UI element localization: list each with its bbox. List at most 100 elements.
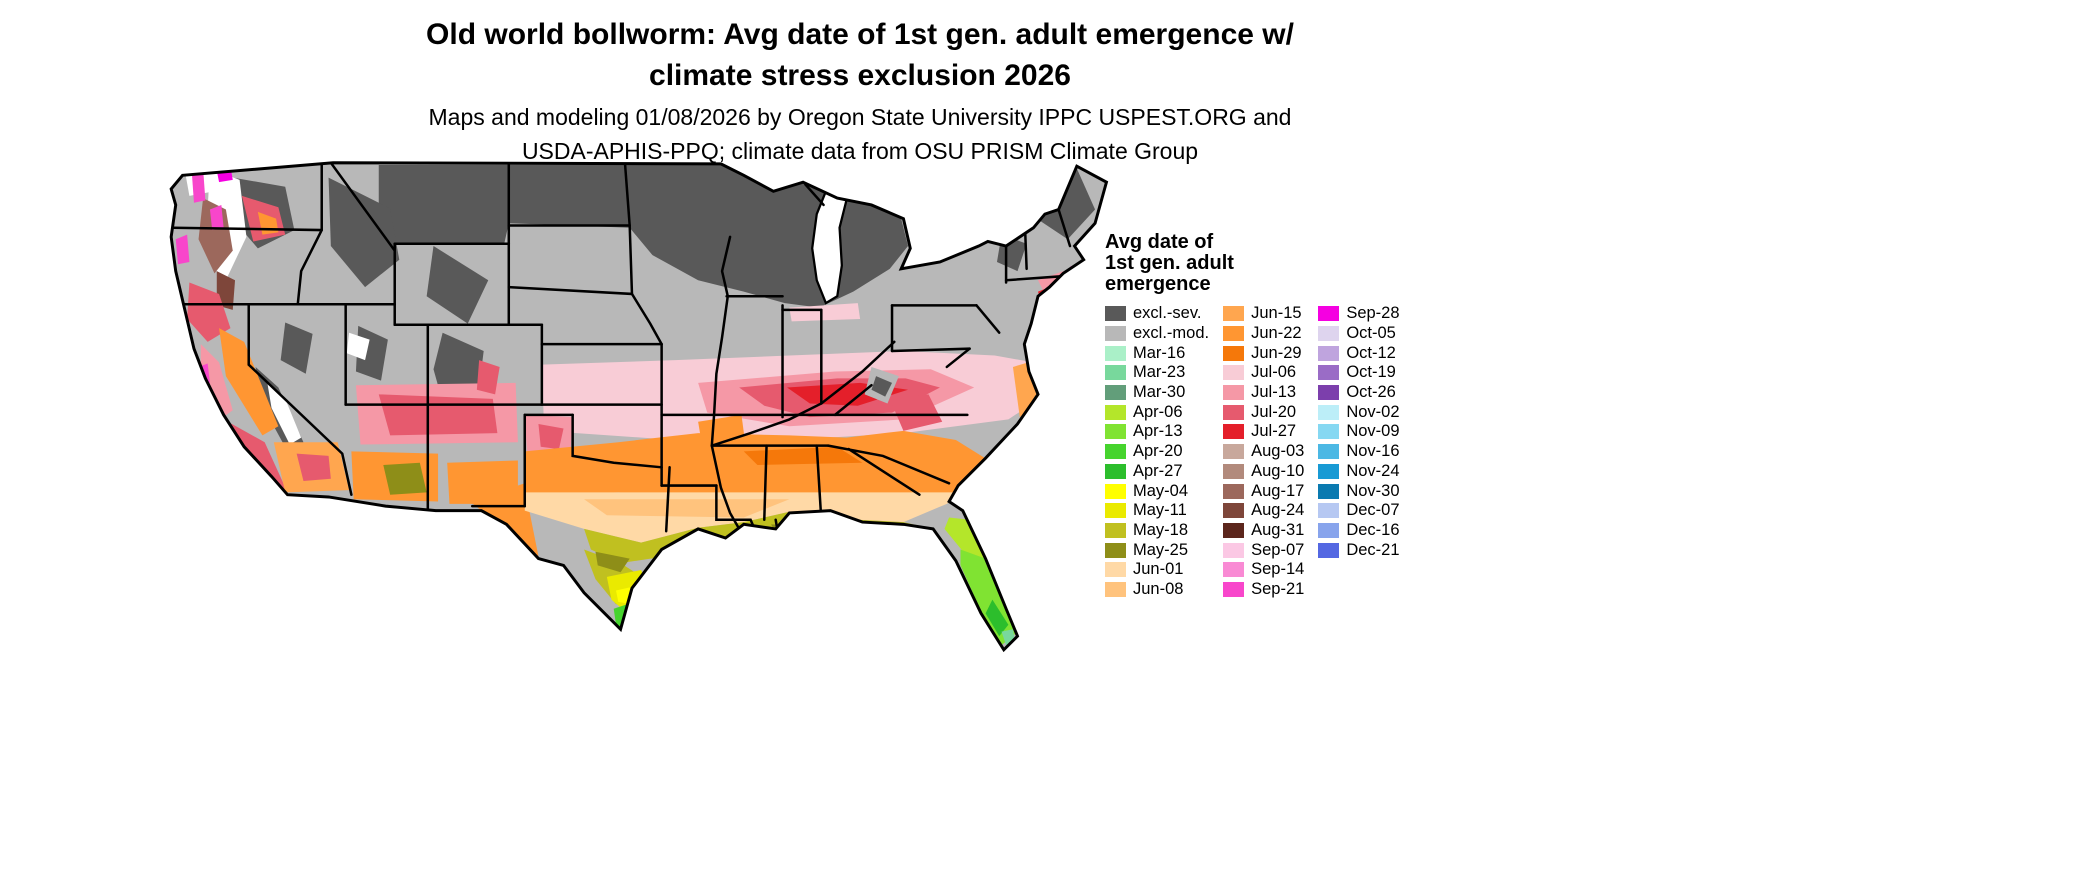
- legend-swatch: [1105, 444, 1126, 460]
- legend-swatch: [1223, 385, 1245, 401]
- legend-entry-label: Oct-26: [1346, 383, 1396, 402]
- legend-entry-label: Apr-27: [1133, 461, 1183, 480]
- legend-swatch: [1223, 424, 1245, 440]
- state-borders: [171, 162, 1072, 538]
- lake-michigan: [811, 189, 848, 305]
- legend-entry-label: Jul-13: [1251, 383, 1297, 402]
- legend-entry-label: Aug-03: [1251, 442, 1305, 461]
- legend-entry: Jun-08: [1105, 580, 1209, 600]
- state-border: [172, 226, 323, 232]
- state-border: [975, 304, 1001, 334]
- legend-title: Avg date of 1st gen. adult emergence: [1105, 232, 1525, 295]
- legend-entry-label: Sep-07: [1251, 540, 1305, 559]
- legend-entry-label: May-25: [1133, 540, 1189, 559]
- legend-entry-label: Oct-12: [1346, 343, 1396, 362]
- map-subtitle-line1: Maps and modeling 01/08/2026 by Oregon S…: [428, 104, 1292, 130]
- legend-swatch: [1105, 326, 1126, 342]
- map-region-norcal-july: [187, 282, 231, 342]
- legend-entry: Apr-13: [1105, 422, 1209, 442]
- legend-entry: Dec-21: [1318, 540, 1400, 560]
- map-region-oregon-late-august: [216, 271, 236, 310]
- state-border: [507, 285, 634, 296]
- legend-columns: excl.-sev. excl.-mod. Mar-16 Mar-23 Mar-30 Ap…: [1105, 304, 1525, 599]
- legend-entry-label: Aug-31: [1251, 520, 1305, 539]
- legend-entry-label: Dec-21: [1346, 540, 1400, 559]
- legend-entry: Mar-30: [1105, 383, 1209, 403]
- map-region-nevada-excluded: [280, 322, 313, 374]
- map-subtitle-line2: USDA-APHIS-PPQ; climate data from OSU PR…: [521, 138, 1199, 164]
- legend-column-3: Sep-28 Oct-05 Oct-12 Oct-19 Oct-26 Nov-02 Nov-…: [1318, 304, 1400, 560]
- legend-entry: Nov-24: [1318, 462, 1400, 482]
- legend-entry-label: Aug-10: [1251, 461, 1305, 480]
- legend-entry: May-11: [1105, 501, 1209, 521]
- legend-entry-label: Jul-20: [1251, 402, 1297, 421]
- state-border: [815, 444, 823, 522]
- legend-entry: Apr-27: [1105, 462, 1209, 482]
- legend-entry: May-18: [1105, 521, 1209, 541]
- legend-entry: Jul-27: [1223, 422, 1304, 442]
- legend-swatch: [1318, 326, 1340, 342]
- legend-entry-label: Apr-06: [1133, 402, 1183, 421]
- legend-swatch: [1105, 404, 1126, 420]
- legend-swatch: [1318, 365, 1340, 381]
- legend-entry: Aug-17: [1223, 481, 1304, 501]
- legend-entry-label: Aug-17: [1251, 481, 1305, 500]
- legend-swatch: [1318, 385, 1340, 401]
- legend-swatch: [1223, 326, 1245, 342]
- map-region-wyoming-excluded: [426, 246, 489, 324]
- legend-swatch: [1318, 424, 1340, 440]
- map-region-idaho-excluded: [328, 177, 400, 288]
- state-border: [890, 347, 971, 353]
- legend-entry: Jul-06: [1223, 363, 1304, 383]
- legend-swatch: [1318, 306, 1340, 322]
- legend-swatch: [1105, 345, 1126, 361]
- us-map-container: [105, 100, 1200, 716]
- legend-swatch: [1105, 522, 1126, 538]
- legend-swatch: [1223, 503, 1245, 519]
- legend-swatch: [1223, 542, 1245, 558]
- map-region-gulf-dark-olive: [771, 524, 835, 536]
- map-region-south-texas-dark-olive: [595, 551, 630, 573]
- legend-entry-label: May-04: [1133, 481, 1189, 500]
- legend-swatch: [1105, 365, 1126, 381]
- legend-entry: Dec-07: [1318, 501, 1400, 521]
- map-region-sanjuan-magenta: [216, 166, 233, 183]
- legend-entry: Sep-21: [1223, 580, 1304, 600]
- map-region-oregon-coast-magenta: [175, 234, 190, 265]
- state-border: [847, 447, 921, 496]
- legend-entry: Sep-07: [1223, 540, 1304, 560]
- map-region-washington-coast-magenta: [191, 168, 206, 203]
- legend-entry-label: Nov-16: [1346, 442, 1400, 461]
- legend-entry: Mar-23: [1105, 363, 1209, 383]
- legend-entry: Mar-16: [1105, 343, 1209, 363]
- legend-swatch: [1223, 345, 1245, 361]
- map-region-arizona-olive: [383, 462, 427, 495]
- legend-column-2: Jun-15 Jun-22 Jun-29 Jul-06 Jul-13 Jul-20 Jul-…: [1223, 304, 1304, 599]
- legend-entry-label: excl.-sev.: [1133, 304, 1202, 323]
- state-border: [804, 183, 825, 207]
- legend-entry-label: Jun-22: [1251, 324, 1302, 343]
- map-region-westvirginia-dark: [871, 376, 893, 397]
- map-title-line1: Old world bollworm: Avg date of 1st gen.…: [426, 18, 1294, 51]
- legend-swatch: [1105, 503, 1126, 519]
- legend-title-line1: Avg date of: [1105, 231, 1214, 253]
- map-region-michigan-south-pink: [789, 303, 861, 322]
- legend-swatch: [1223, 444, 1245, 460]
- state-border: [296, 162, 323, 306]
- legend-entry: Nov-30: [1318, 481, 1400, 501]
- legend-entry-label: Jun-08: [1133, 579, 1184, 598]
- legend-entry: excl.-sev.: [1105, 304, 1209, 324]
- legend-entry: Jun-29: [1223, 343, 1304, 363]
- legend-entry: Jun-01: [1105, 560, 1209, 580]
- legend-column-1: excl.-sev. excl.-mod. Mar-16 Mar-23 Mar-30 Ap…: [1105, 304, 1209, 599]
- map-subtitle: Maps and modeling 01/08/2026 by Oregon S…: [240, 100, 1480, 168]
- legend-entry-label: Apr-20: [1133, 442, 1183, 461]
- legend-swatch: [1223, 463, 1245, 479]
- legend-entry-label: Dec-16: [1346, 520, 1400, 539]
- legend-entry-label: Sep-21: [1251, 579, 1305, 598]
- legend-entry-label: May-11: [1133, 501, 1187, 520]
- state-border: [710, 235, 741, 531]
- legend-entry: Aug-03: [1223, 442, 1304, 462]
- state-border: [833, 383, 873, 417]
